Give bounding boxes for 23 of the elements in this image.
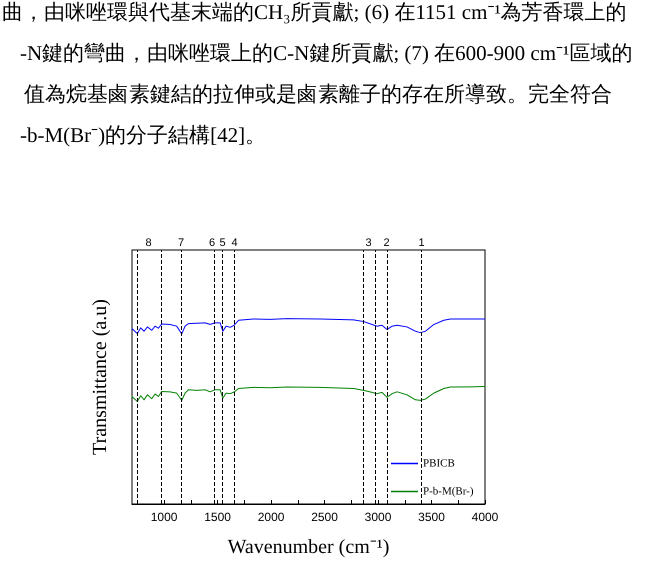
- x-tick-label: 3000: [364, 510, 392, 524]
- text: 值為烷基鹵素鍵結的拉伸或是鹵素離子的存在所導致。完全符合: [24, 82, 612, 106]
- x-tick-label: 1500: [204, 510, 232, 524]
- x-tick-label: 2500: [311, 510, 338, 524]
- text: 2: [383, 237, 390, 249]
- text: 4: [231, 237, 238, 249]
- x-tick-label: 2000: [258, 510, 285, 524]
- text: 6: [208, 237, 216, 249]
- text: 8: [145, 237, 152, 249]
- text: 5: [219, 237, 226, 249]
- x-tick-label: 1000: [150, 510, 178, 524]
- text: 7: [178, 237, 184, 249]
- x-tick-label: 3500: [418, 510, 446, 524]
- legend-label: P-b-M(Br-): [423, 486, 474, 498]
- text: 曲，由咪唑環與代基末端的CH₃所貢獻; (6) 在1151 cm⁻¹為芳香環上的: [2, 0, 627, 24]
- x-axis-title: Wavenumber (cm⁻¹): [228, 536, 390, 558]
- text: 3: [365, 237, 372, 249]
- x-tick-label: 4000: [472, 510, 499, 524]
- y-axis-title: Transmittance (a.u): [89, 299, 111, 455]
- text: -N鍵的彎曲，由咪唑環上的C-N鍵所貢獻; (7) 在600-900 cm⁻¹區域的: [20, 41, 632, 65]
- legend-label: PBICB: [423, 458, 455, 470]
- text: -b-M(Br⁻)的分子結構[42]。: [20, 123, 266, 147]
- text: 1: [418, 237, 425, 249]
